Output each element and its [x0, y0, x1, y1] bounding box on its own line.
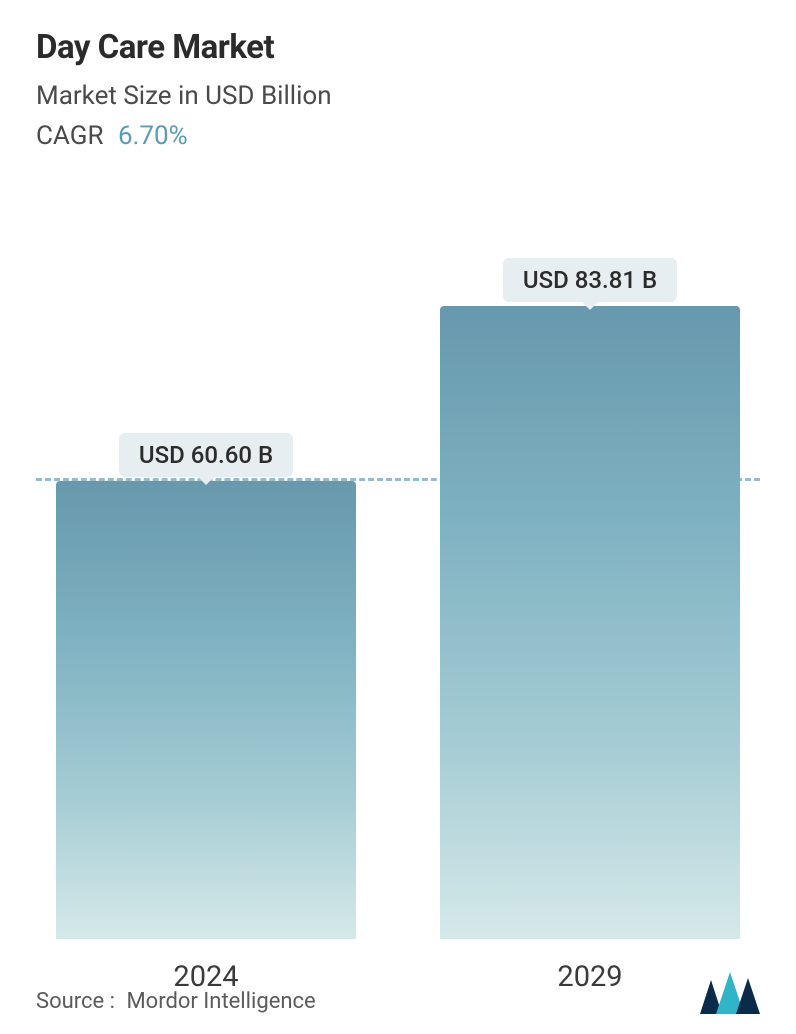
- cagr-row: CAGR 6.70%: [36, 121, 760, 151]
- bars-group: USD 60.60 B USD 83.81 B: [36, 259, 760, 939]
- chart-container: Day Care Market Market Size in USD Billi…: [0, 0, 796, 1034]
- cagr-label: CAGR: [36, 121, 103, 151]
- brand-logo-icon: [700, 972, 760, 1014]
- source-text: Source : Mordor Intelligence: [36, 989, 316, 1014]
- bar: [56, 481, 356, 939]
- bar-wrap: USD 60.60 B: [56, 433, 356, 939]
- chart-title: Day Care Market: [36, 28, 760, 67]
- chart-subtitle: Market Size in USD Billion: [36, 81, 760, 111]
- value-badge: USD 60.60 B: [119, 433, 293, 477]
- bar: [440, 306, 740, 939]
- source-value: Mordor Intelligence: [126, 989, 315, 1014]
- source-label: Source :: [36, 989, 115, 1014]
- chart-area: USD 60.60 BUSD 83.81 B 20242029: [36, 171, 760, 1034]
- chart-footer: Source : Mordor Intelligence: [36, 972, 760, 1014]
- value-badge: USD 83.81 B: [503, 258, 677, 302]
- cagr-value: 6.70%: [118, 121, 188, 151]
- bar-wrap: USD 83.81 B: [440, 258, 740, 939]
